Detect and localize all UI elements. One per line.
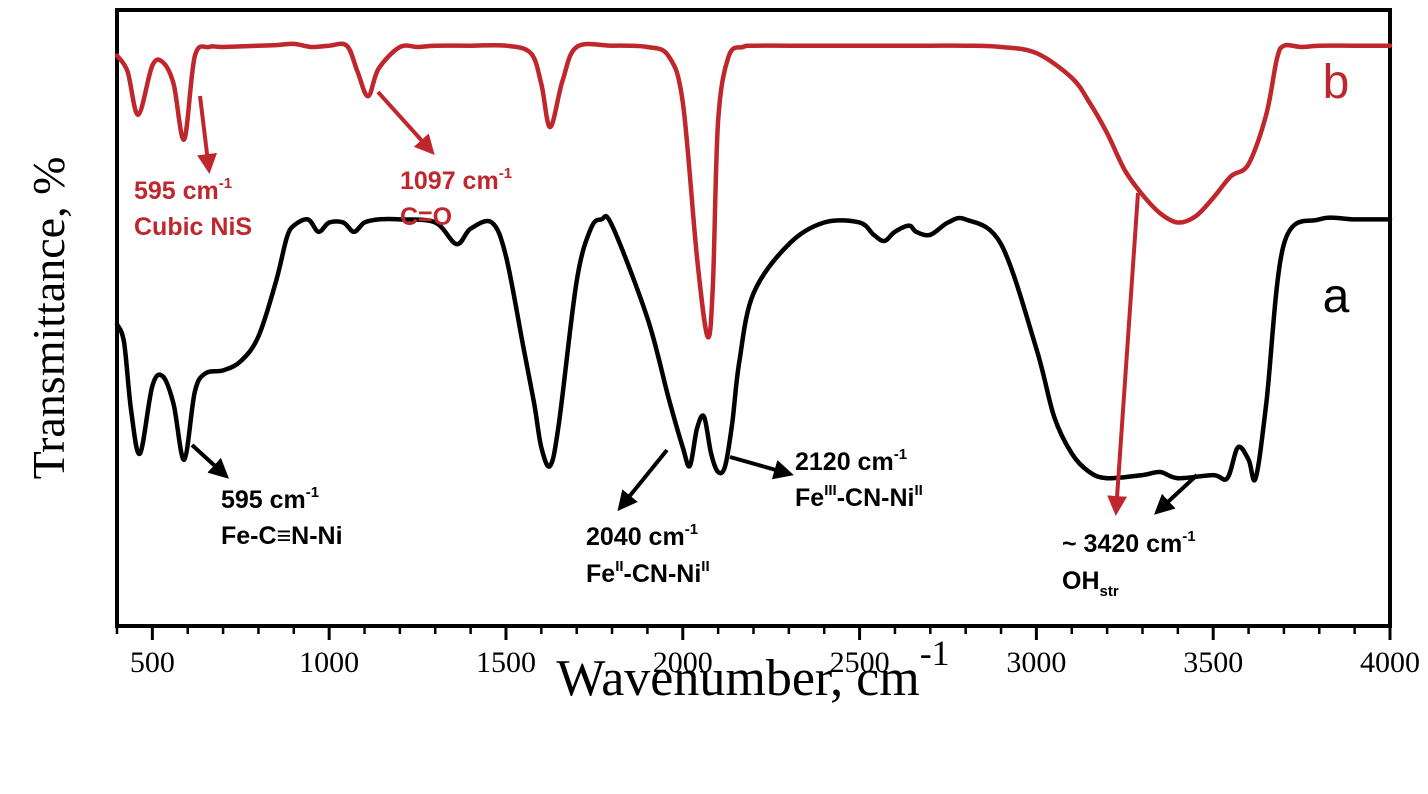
series-label-a: a bbox=[1323, 270, 1350, 323]
annotation-a-595-line1: 595 cm-1 bbox=[221, 484, 319, 514]
x-tick-label: 2500 bbox=[830, 646, 890, 679]
annotation-a-2120-line2: FeIII-CN-NiII bbox=[795, 482, 923, 512]
annotation-a-2040-line2: FeII-CN-NiII bbox=[586, 558, 710, 588]
annotation-a-595-line2: Fe-C≡N-Ni bbox=[221, 522, 343, 550]
x-tick-label: 3500 bbox=[1183, 646, 1243, 679]
series-line-b bbox=[114, 41, 1393, 340]
series-layer bbox=[114, 41, 1393, 483]
series-label-b: b bbox=[1323, 56, 1350, 109]
annotation-b-595-line1: 595 cm-1 bbox=[134, 175, 232, 205]
annotation-a-3420-line1: ~ 3420 cm-1 bbox=[1062, 528, 1196, 558]
annotation-b-1097-line1: 1097 cm-1 bbox=[400, 165, 512, 195]
annotation-b-595-line2: Cubic NiS bbox=[134, 213, 252, 241]
arrow-a-2040 bbox=[617, 448, 669, 512]
arrow-a-3420 bbox=[1154, 473, 1199, 515]
arrow-a-2120 bbox=[729, 455, 794, 480]
annotation-a-3420-line2: OHstr bbox=[1062, 567, 1119, 600]
x-axis-ticks bbox=[115, 626, 1392, 640]
annotation-a-2040-line1: 2040 cm-1 bbox=[586, 521, 698, 551]
arrow-b-3420 bbox=[1107, 192, 1140, 516]
arrow-b-1097 bbox=[376, 90, 435, 155]
series-line-a bbox=[114, 213, 1393, 483]
x-tick-label: 500 bbox=[130, 646, 175, 679]
x-axis-title: Wavenumber, cm-1 bbox=[556, 633, 949, 707]
annotation-b-1097-line2: C=O bbox=[400, 203, 452, 231]
arrow-a-595 bbox=[190, 443, 229, 479]
y-axis-title: Transmittance, % bbox=[23, 157, 74, 480]
annotation-a-2120-line1: 2120 cm-1 bbox=[795, 446, 907, 476]
arrow-b-595 bbox=[197, 95, 217, 174]
x-tick-label: 2000 bbox=[653, 646, 713, 679]
x-tick-label: 4000 bbox=[1360, 646, 1420, 679]
x-tick-label: 3000 bbox=[1006, 646, 1066, 679]
x-axis-tick-labels: 500 1000 1500 2000 2500 3000 3500 4000 bbox=[130, 646, 1420, 679]
x-tick-label: 1000 bbox=[299, 646, 359, 679]
x-tick-label: 1500 bbox=[476, 646, 536, 679]
